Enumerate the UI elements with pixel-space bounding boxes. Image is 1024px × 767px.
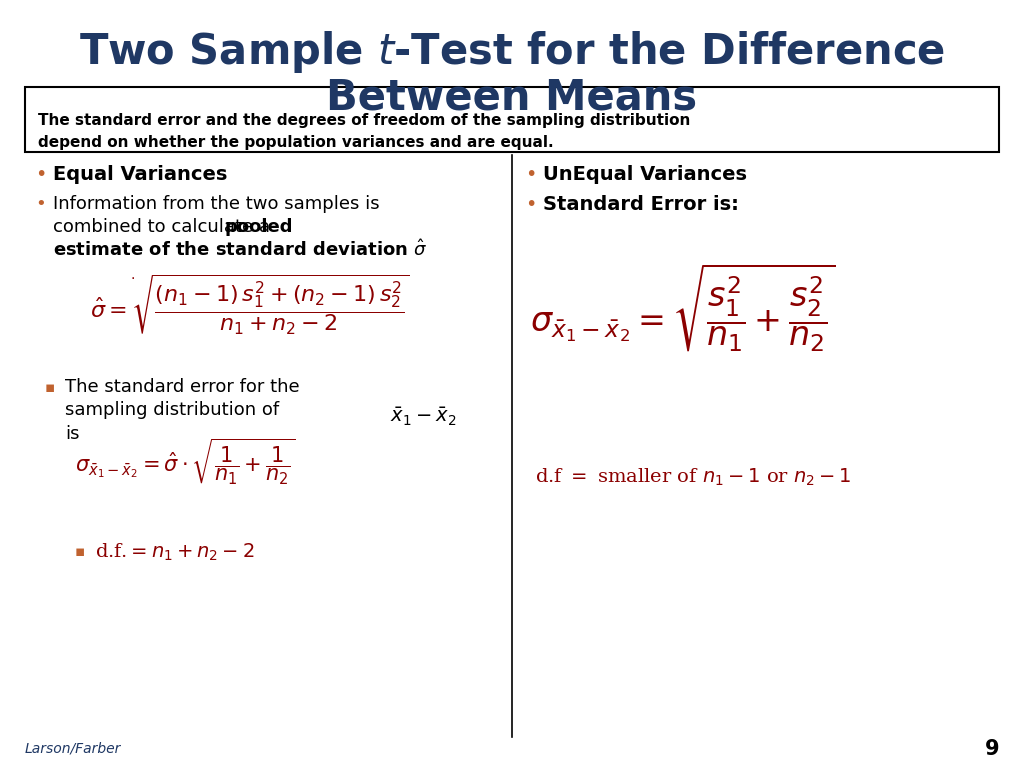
Text: UnEqual Variances: UnEqual Variances — [543, 166, 746, 185]
Text: The standard error for the: The standard error for the — [65, 378, 300, 396]
Text: $\hat{\sigma} = \sqrt{\dfrac{(n_1-1)\,s_1^2+(n_2-1)\,s_2^2}{n_1+n_2-2}}$: $\hat{\sigma} = \sqrt{\dfrac{(n_1-1)\,s_… — [90, 272, 410, 337]
Text: •: • — [35, 195, 46, 213]
Text: estimate of the standard deviation $\hat{\sigma}$: estimate of the standard deviation $\hat… — [53, 239, 428, 260]
Text: The standard error and the degrees of freedom of the sampling distribution: The standard error and the degrees of fr… — [38, 113, 690, 127]
Text: •: • — [35, 166, 46, 185]
Text: Two Sample $\mathbf{\mathit{t}}$-Test for the Difference: Two Sample $\mathbf{\mathit{t}}$-Test fo… — [79, 29, 945, 75]
Text: Standard Error is:: Standard Error is: — [543, 195, 739, 213]
Text: pooled: pooled — [225, 218, 294, 236]
Text: d.f.$= n_1 + n_2 - 2$: d.f.$= n_1 + n_2 - 2$ — [95, 542, 255, 563]
Text: Information from the two samples is: Information from the two samples is — [53, 195, 380, 213]
Text: $\sigma_{\bar{x}_1-\bar{x}_2} = \sqrt{\dfrac{s_1^2}{n_1}+\dfrac{s_2^2}{n_2}}$: $\sigma_{\bar{x}_1-\bar{x}_2} = \sqrt{\d… — [530, 261, 836, 353]
Text: Larson/Farber: Larson/Farber — [25, 742, 122, 756]
Text: $\sigma_{\bar{x}_1-\bar{x}_2} = \hat{\sigma}\cdot\sqrt{\dfrac{1}{n_1}+\dfrac{1}{: $\sigma_{\bar{x}_1-\bar{x}_2} = \hat{\si… — [75, 436, 296, 487]
Text: Between Means: Between Means — [327, 76, 697, 118]
Text: •: • — [525, 166, 537, 185]
Text: is: is — [65, 425, 80, 443]
Text: ▪: ▪ — [75, 545, 85, 559]
Bar — [25, 87, 999, 152]
Text: 9: 9 — [985, 739, 1000, 759]
Text: •: • — [525, 195, 537, 213]
Text: sampling distribution of: sampling distribution of — [65, 401, 280, 419]
Text: $\bar{x}_1 - \bar{x}_2$: $\bar{x}_1 - \bar{x}_2$ — [390, 406, 457, 428]
Text: combined to calculate a: combined to calculate a — [53, 218, 275, 236]
Text: Equal Variances: Equal Variances — [53, 166, 227, 185]
Text: depend on whether the population variances and are equal.: depend on whether the population varianc… — [38, 134, 554, 150]
Text: d.f $=$ smaller of $n_1 - 1$ or $n_2 - 1$: d.f $=$ smaller of $n_1 - 1$ or $n_2 - 1… — [535, 466, 852, 488]
Text: ▪: ▪ — [45, 380, 55, 394]
Text: $\cdot$: $\cdot$ — [130, 270, 135, 284]
